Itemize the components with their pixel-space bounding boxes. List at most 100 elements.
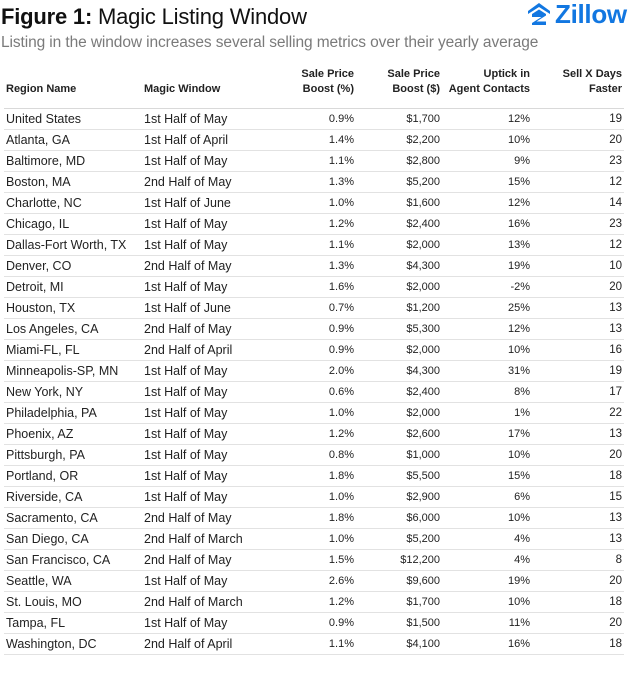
table-row: Riverside, CA 1st Half of May 1.0% $2,900 6%… xyxy=(4,486,624,508)
cell-region: Los Angeles, CA xyxy=(4,318,142,340)
cell-sale-price-boost-usd: $2,400 xyxy=(356,213,442,235)
cell-region: San Francisco, CA xyxy=(4,549,142,571)
cell-agent-contacts-uptick: 13% xyxy=(442,234,532,256)
cell-magic-window: 2nd Half of March xyxy=(142,591,252,613)
table-row: Dallas-Fort Worth, TX 1st Half of May 1.1%… xyxy=(4,234,624,256)
cell-region: Atlanta, GA xyxy=(4,129,142,151)
cell-magic-window: 1st Half of May xyxy=(142,612,252,634)
col-header-price-pct-line1: Sale Price xyxy=(301,67,354,80)
table-row: Boston, MA 2nd Half of May 1.3% $5,200 15% 12 xyxy=(4,171,624,193)
cell-sell-days-faster: 19 xyxy=(532,360,624,382)
cell-sale-price-boost-usd: $1,700 xyxy=(356,591,442,613)
cell-sale-price-boost-pct: 1.8% xyxy=(252,465,356,487)
cell-agent-contacts-uptick: -2% xyxy=(442,276,532,298)
table-row: Minneapolis-SP, MN 1st Half of May 2.0% $4,… xyxy=(4,360,624,382)
cell-agent-contacts-uptick: 10% xyxy=(442,591,532,613)
cell-sale-price-boost-usd: $5,500 xyxy=(356,465,442,487)
table-row: Seattle, WA 1st Half of May 2.6% $9,600 19% 2… xyxy=(4,570,624,592)
cell-magic-window: 1st Half of May xyxy=(142,423,252,445)
cell-magic-window: 2nd Half of April xyxy=(142,633,252,655)
cell-sale-price-boost-pct: 1.0% xyxy=(252,528,356,550)
cell-sell-days-faster: 15 xyxy=(532,486,624,508)
table-header-row: Region Name Magic Window Sale Price Boost… xyxy=(4,64,624,109)
cell-magic-window: 1st Half of May xyxy=(142,570,252,592)
cell-region: Sacramento, CA xyxy=(4,507,142,529)
cell-sale-price-boost-pct: 1.0% xyxy=(252,192,356,214)
cell-sale-price-boost-usd: $4,300 xyxy=(356,255,442,277)
cell-sale-price-boost-pct: 1.1% xyxy=(252,150,356,172)
cell-region: Tampa, FL xyxy=(4,612,142,634)
cell-sale-price-boost-pct: 0.9% xyxy=(252,318,356,340)
cell-magic-window: 2nd Half of May xyxy=(142,255,252,277)
col-header-contacts-line1: Uptick in xyxy=(483,67,530,80)
table-row: St. Louis, MO 2nd Half of March 1.2% $1,700… xyxy=(4,591,624,613)
table-body: United States 1st Half of May 0.9% $1,700 12… xyxy=(4,108,624,655)
table-row: San Diego, CA 2nd Half of March 1.0% $5,200… xyxy=(4,528,624,550)
cell-region: Baltimore, MD xyxy=(4,150,142,172)
table-row: Atlanta, GA 1st Half of April 1.4% $2,200 10… xyxy=(4,129,624,151)
cell-sale-price-boost-pct: 0.7% xyxy=(252,297,356,319)
cell-sell-days-faster: 13 xyxy=(532,528,624,550)
cell-region: United States xyxy=(4,108,142,130)
cell-region: Portland, OR xyxy=(4,465,142,487)
zillow-logo: Zillow xyxy=(527,0,627,28)
cell-sale-price-boost-pct: 0.9% xyxy=(252,612,356,634)
cell-sell-days-faster: 13 xyxy=(532,318,624,340)
cell-sell-days-faster: 8 xyxy=(532,549,624,571)
cell-sale-price-boost-usd: $1,700 xyxy=(356,108,442,130)
cell-agent-contacts-uptick: 16% xyxy=(442,633,532,655)
cell-agent-contacts-uptick: 17% xyxy=(442,423,532,445)
figure-title-label: Figure 1: xyxy=(1,4,93,29)
cell-region: Phoenix, AZ xyxy=(4,423,142,445)
cell-agent-contacts-uptick: 12% xyxy=(442,192,532,214)
zillow-house-icon xyxy=(528,3,550,25)
cell-sale-price-boost-usd: $4,100 xyxy=(356,633,442,655)
cell-sell-days-faster: 23 xyxy=(532,213,624,235)
cell-agent-contacts-uptick: 31% xyxy=(442,360,532,382)
cell-region: Riverside, CA xyxy=(4,486,142,508)
cell-sell-days-faster: 22 xyxy=(532,402,624,424)
cell-magic-window: 1st Half of June xyxy=(142,297,252,319)
cell-sale-price-boost-usd: $5,200 xyxy=(356,171,442,193)
cell-agent-contacts-uptick: 4% xyxy=(442,528,532,550)
cell-agent-contacts-uptick: 10% xyxy=(442,339,532,361)
cell-magic-window: 1st Half of April xyxy=(142,129,252,151)
col-header-price-usd-line2: Boost ($) xyxy=(392,82,440,95)
cell-region: New York, NY xyxy=(4,381,142,403)
cell-magic-window: 1st Half of May xyxy=(142,150,252,172)
cell-magic-window: 1st Half of May xyxy=(142,213,252,235)
cell-magic-window: 1st Half of May xyxy=(142,234,252,256)
cell-region: St. Louis, MO xyxy=(4,591,142,613)
cell-agent-contacts-uptick: 9% xyxy=(442,150,532,172)
cell-sell-days-faster: 23 xyxy=(532,150,624,172)
cell-sell-days-faster: 18 xyxy=(532,465,624,487)
magic-window-table: Region Name Magic Window Sale Price Boost… xyxy=(4,64,624,655)
cell-sale-price-boost-pct: 1.1% xyxy=(252,633,356,655)
cell-sale-price-boost-pct: 1.2% xyxy=(252,423,356,445)
cell-region: Chicago, IL xyxy=(4,213,142,235)
cell-sale-price-boost-pct: 2.0% xyxy=(252,360,356,382)
cell-agent-contacts-uptick: 12% xyxy=(442,108,532,130)
cell-sale-price-boost-usd: $5,300 xyxy=(356,318,442,340)
cell-agent-contacts-uptick: 15% xyxy=(442,465,532,487)
cell-region: Houston, TX xyxy=(4,297,142,319)
cell-sell-days-faster: 10 xyxy=(532,255,624,277)
table-row: Portland, OR 1st Half of May 1.8% $5,500 15%… xyxy=(4,465,624,487)
cell-sale-price-boost-usd: $2,000 xyxy=(356,339,442,361)
cell-region: Pittsburgh, PA xyxy=(4,444,142,466)
cell-region: Dallas-Fort Worth, TX xyxy=(4,234,142,256)
cell-sale-price-boost-usd: $2,400 xyxy=(356,381,442,403)
cell-magic-window: 1st Half of May xyxy=(142,465,252,487)
table-row: Philadelphia, PA 1st Half of May 1.0% $2,00… xyxy=(4,402,624,424)
cell-sell-days-faster: 14 xyxy=(532,192,624,214)
cell-agent-contacts-uptick: 10% xyxy=(442,507,532,529)
cell-sell-days-faster: 13 xyxy=(532,507,624,529)
cell-sale-price-boost-pct: 2.6% xyxy=(252,570,356,592)
cell-agent-contacts-uptick: 6% xyxy=(442,486,532,508)
col-header-region: Region Name xyxy=(4,64,142,109)
cell-sell-days-faster: 13 xyxy=(532,423,624,445)
cell-agent-contacts-uptick: 12% xyxy=(442,318,532,340)
cell-agent-contacts-uptick: 19% xyxy=(442,570,532,592)
col-header-window: Magic Window xyxy=(142,64,252,109)
col-header-price-usd-line1: Sale Price xyxy=(387,67,440,80)
